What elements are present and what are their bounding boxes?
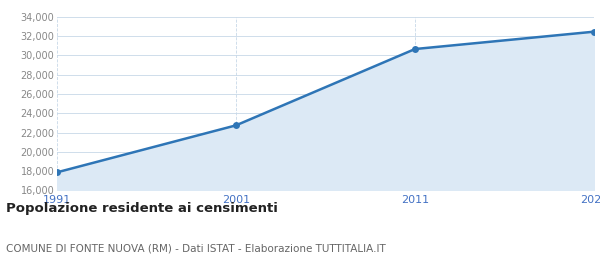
Point	[589, 29, 599, 34]
Text: Popolazione residente ai censimenti: Popolazione residente ai censimenti	[6, 202, 278, 214]
Text: COMUNE DI FONTE NUOVA (RM) - Dati ISTAT - Elaborazione TUTTITALIA.IT: COMUNE DI FONTE NUOVA (RM) - Dati ISTAT …	[6, 244, 386, 254]
Point	[410, 47, 420, 51]
Point	[231, 123, 241, 128]
Point	[52, 170, 62, 174]
